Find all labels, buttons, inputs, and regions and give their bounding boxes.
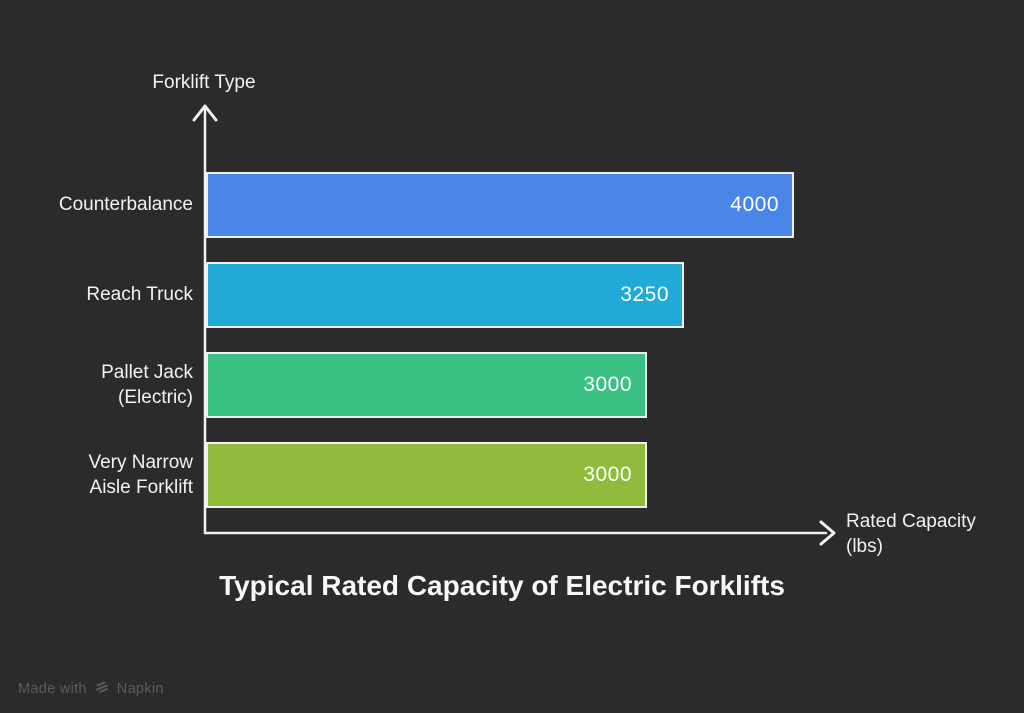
bar-value-label: 3000 <box>583 463 632 486</box>
category-label: Counterbalance <box>58 194 193 216</box>
bar-row-reach-truck: Reach Truck 3250 <box>0 262 1024 328</box>
watermark: Made with Napkin <box>18 679 164 699</box>
x-axis-title: Rated Capacity (lbs) <box>846 511 976 558</box>
x-axis-arrowhead-icon <box>819 520 836 546</box>
bar-very-narrow-aisle: 3000 <box>206 442 647 508</box>
napkin-logo-icon <box>94 679 110 699</box>
bar-value-label: 3250 <box>620 283 669 306</box>
bar-reach-truck: 3250 <box>206 262 684 328</box>
category-label: Pallet Jack (Electric) <box>101 361 193 408</box>
chart-title-wrap: Typical Rated Capacity of Electric Forkl… <box>0 567 1004 605</box>
bar-value-label: 4000 <box>730 193 779 216</box>
category-label: Very Narrow Aisle Forklift <box>88 451 193 498</box>
watermark-brand: Napkin <box>116 681 164 697</box>
bar-row-counterbalance: Counterbalance 4000 <box>0 172 1024 238</box>
category-label: Reach Truck <box>86 284 193 306</box>
y-axis-title: Forklift Type <box>152 72 256 93</box>
bar-row-very-narrow-aisle: Very Narrow Aisle Forklift 3000 <box>0 442 1024 508</box>
bar-row-pallet-jack: Pallet Jack (Electric) 3000 <box>0 352 1024 418</box>
bar-counterbalance: 4000 <box>206 172 794 238</box>
watermark-prefix: Made with <box>18 681 87 697</box>
y-axis-arrowhead-icon <box>192 104 218 122</box>
bar-pallet-jack: 3000 <box>206 352 647 418</box>
chart-title: Typical Rated Capacity of Electric Forkl… <box>219 570 785 601</box>
bar-value-label: 3000 <box>583 373 632 396</box>
